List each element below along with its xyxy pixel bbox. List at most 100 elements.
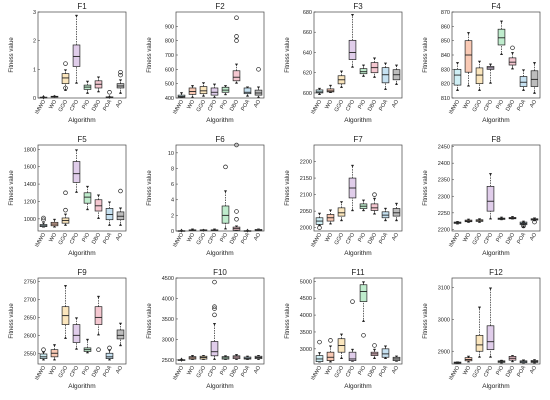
whisker-cap (521, 69, 526, 72)
x-tick-label: POA (516, 99, 527, 112)
x-tick-label: DBO (505, 231, 517, 245)
axes-frame (313, 11, 403, 99)
whisker-cap (190, 354, 195, 358)
whisker-cap (85, 91, 90, 94)
whisker-cap (74, 190, 79, 193)
whisker-cap (328, 84, 333, 88)
y-axis-label: Fitness value (9, 170, 15, 206)
subplot-f2: F2 400 500 600 700 800 900 Fitness value IMWO WO G… (147, 2, 265, 124)
box-ao (530, 70, 539, 87)
subplot-f8: F8 2200 2250 2300 2350 2400 2450 Fitness value I… (423, 135, 541, 257)
x-tick-label: PIO (495, 98, 505, 110)
whisker-cap (383, 345, 388, 348)
x-tick-label: AO (115, 231, 125, 242)
x-tick-label: DBO (229, 231, 241, 245)
y-tick-label: 6 (171, 182, 174, 188)
y-tick-label: 3000 (438, 317, 450, 323)
x-tick-label: WO (186, 98, 196, 110)
subplot-title: F3 (353, 2, 363, 11)
y-tick-label: 4 (171, 198, 174, 204)
y-tick-label: 2000 (300, 226, 312, 232)
y-tick-label: 2600 (24, 333, 36, 339)
outlier-point (118, 69, 123, 75)
box-poa (243, 87, 252, 95)
y-axis-label: Fitness value (9, 37, 15, 73)
x-tick-label: DBO (367, 364, 379, 378)
whisker-cap (234, 81, 239, 84)
whisker-cap (118, 343, 123, 347)
box-ggo (337, 207, 346, 217)
box-wo (326, 351, 335, 361)
whisker-cap (96, 295, 101, 299)
x-tick-label: WO (324, 98, 334, 110)
axes-frame (175, 144, 265, 232)
outlier-point (372, 343, 377, 348)
x-axis-label: Algorithm (206, 383, 233, 390)
y-tick-label: 3 (33, 10, 36, 16)
y-tick-label: 2700 (24, 298, 36, 304)
x-tick-label: POA (516, 232, 527, 245)
x-tick-label: PIO (495, 364, 505, 376)
x-tick-label: AO (391, 98, 401, 109)
x-tick-label: POA (378, 99, 389, 112)
whisker-cap (477, 88, 482, 91)
whisker-cap (372, 212, 377, 215)
x-tick-label: PIO (81, 231, 91, 243)
x-tick-label: GGO (472, 231, 484, 246)
x-tick-label: WO (48, 231, 58, 243)
axes-frame (451, 144, 541, 232)
whisker-cap (212, 83, 217, 87)
subplot-f5: F5 1000 1200 1400 1600 1800 Fitness value IMWO W… (9, 135, 127, 257)
box-cpo (72, 44, 81, 67)
whisker-cap (394, 202, 399, 206)
outlier-point (234, 209, 239, 214)
box-dbo (94, 306, 103, 325)
y-tick-label: 810 (441, 96, 450, 102)
x-tick-label: POA (102, 365, 113, 378)
subplot-f1: F1 0 1 2 3 Fitness value IMWO WO GGO CPO PIO DBO POA… (9, 2, 127, 124)
y-tick-label: 1000 (24, 217, 36, 223)
x-tick-label: IMWO (34, 364, 47, 381)
y-tick-label: 4500 (300, 296, 312, 302)
outlier-point (212, 306, 217, 311)
x-tick-label: GGO (334, 364, 346, 379)
x-tick-label: IMWO (448, 231, 461, 248)
whisker-cap (41, 351, 46, 354)
whisker-cap (256, 86, 261, 89)
box-cpo (210, 341, 219, 357)
subplot-f7: F7 2000 2050 2100 2150 2200 Fitness value IMWO W… (285, 135, 403, 257)
whisker-cap (394, 218, 399, 222)
axes-frame (37, 11, 127, 99)
y-tick-label: 600 (303, 91, 312, 97)
y-tick-label: 800 (165, 39, 174, 45)
subplot-title: F5 (77, 135, 87, 144)
outlier-point (118, 188, 123, 194)
y-tick-label: 850 (441, 39, 450, 45)
outlier-point (234, 38, 239, 43)
y-tick-label: 830 (441, 67, 450, 73)
whisker-cap (361, 199, 366, 202)
y-axis-label: Fitness value (9, 303, 15, 339)
subplot-title: F1 (77, 2, 87, 11)
whisker-cap (52, 344, 57, 347)
whisker-cap (317, 92, 322, 95)
whisker-cap (107, 358, 112, 361)
whisker-cap (317, 223, 322, 227)
x-tick-label: DBO (229, 98, 241, 112)
x-tick-label: PIO (81, 98, 91, 110)
outlier-point (521, 222, 526, 227)
x-tick-label: IMWO (172, 231, 185, 248)
whisker-cap (383, 87, 388, 90)
x-tick-label: AO (529, 364, 539, 375)
outlier-point (41, 217, 46, 222)
y-tick-label: 2 (171, 213, 174, 219)
x-axis-label: Algorithm (344, 383, 371, 390)
whisker-cap (510, 52, 515, 55)
outlier-point (317, 339, 322, 345)
whisker-cap (361, 281, 366, 284)
whisker-cap (212, 323, 217, 326)
subplot-title: F12 (489, 268, 503, 277)
whisker-cap (477, 355, 482, 358)
y-tick-label: 1600 (24, 165, 36, 171)
whisker-cap (488, 287, 493, 290)
